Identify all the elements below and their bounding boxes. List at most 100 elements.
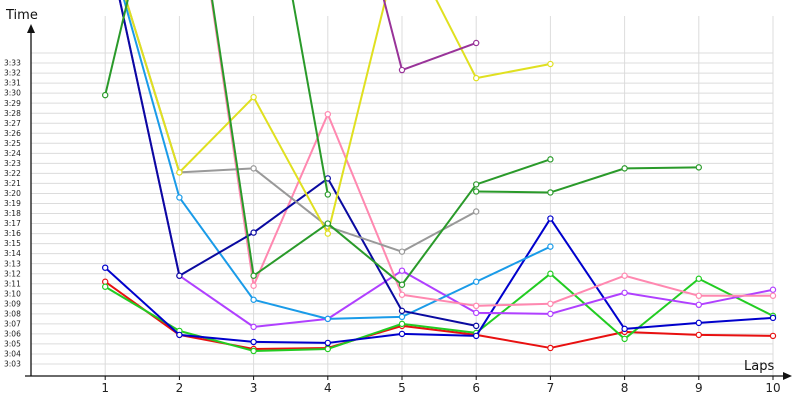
data-point	[398, 248, 406, 255]
y-tick-label: 3:07	[4, 319, 21, 328]
data-point	[324, 220, 331, 227]
y-tick-label: 3:33	[4, 59, 21, 68]
data-point	[398, 267, 406, 274]
y-tick-label: 3:05	[4, 340, 21, 349]
data-point	[176, 194, 183, 201]
series-11	[291, 0, 703, 198]
series-10	[101, 0, 554, 288]
data-point	[547, 215, 554, 222]
data-point	[473, 309, 480, 317]
data-point	[769, 292, 777, 299]
x-tick-label: 4	[324, 381, 332, 395]
data-point	[250, 229, 257, 236]
x-axis-arrow	[783, 372, 792, 380]
data-point	[695, 164, 703, 171]
data-point	[547, 156, 554, 163]
data-point	[101, 283, 109, 290]
data-point	[547, 310, 554, 318]
y-tick-label: 3:13	[4, 259, 21, 268]
data-point	[250, 296, 257, 303]
data-point	[473, 74, 480, 82]
series-line	[476, 166, 699, 194]
data-point	[250, 338, 257, 346]
series-3	[101, 215, 777, 347]
series-9	[125, 0, 554, 237]
y-tick-label: 3:16	[4, 229, 21, 238]
x-tick-label: 1	[101, 381, 109, 395]
data-point	[473, 302, 480, 310]
data-point	[695, 331, 703, 339]
data-point	[324, 339, 331, 347]
data-point	[101, 91, 109, 99]
y-tick-label: 3:11	[4, 279, 21, 288]
data-point	[176, 272, 183, 279]
data-point	[621, 165, 628, 172]
series-line	[104, 272, 774, 352]
x-axis-title: Laps	[744, 359, 774, 374]
x-tick-label: 9	[695, 381, 703, 395]
data-point	[398, 66, 406, 74]
data-point	[547, 344, 554, 352]
data-point	[621, 335, 628, 343]
data-point	[398, 320, 406, 328]
data-point	[547, 189, 554, 196]
series-12	[382, 0, 480, 74]
y-axis-arrow	[27, 24, 35, 33]
y-tick-label: 3:29	[4, 99, 21, 108]
data-point	[769, 286, 777, 293]
x-tick-labels: 1 2 3 4 5 6 7 8 9 10	[101, 376, 781, 395]
y-tick-label: 3:10	[4, 289, 21, 298]
axes: Time Laps	[5, 8, 792, 380]
series-line	[291, 0, 329, 195]
y-tick-label: 3:32	[4, 69, 21, 78]
y-tick-label: 3:24	[4, 149, 21, 158]
data-point	[398, 330, 406, 338]
series-line	[104, 217, 774, 344]
data-point	[398, 313, 406, 321]
y-tick-labels: 3:033:043:053:06 3:073:083:093:103:113:12…	[4, 59, 21, 369]
data-point	[695, 319, 703, 327]
x-tick-label: 10	[765, 381, 780, 395]
data-point	[324, 110, 331, 118]
data-point	[547, 300, 554, 308]
data-point	[250, 282, 257, 289]
data-point	[621, 325, 628, 333]
series-layer	[101, 0, 777, 355]
data-point	[250, 165, 257, 172]
data-point	[473, 188, 480, 195]
y-tick-label: 3:17	[4, 219, 21, 228]
data-point	[250, 347, 257, 355]
data-point	[547, 270, 554, 277]
data-point	[695, 292, 703, 299]
y-tick-label: 3:27	[4, 119, 21, 128]
y-tick-label: 3:04	[4, 350, 21, 359]
y-axis-title: Time	[5, 8, 38, 23]
y-tick-label: 3:09	[4, 299, 21, 308]
y-tick-label: 3:23	[4, 159, 21, 168]
series-5	[123, 0, 554, 323]
y-tick-label: 3:15	[4, 239, 21, 248]
data-point	[250, 272, 257, 279]
data-point	[621, 289, 628, 296]
data-point	[473, 181, 480, 188]
y-tick-label: 3:20	[4, 189, 21, 198]
data-point	[176, 169, 183, 176]
data-point	[250, 93, 257, 101]
data-point	[473, 278, 480, 285]
series-6	[210, 0, 777, 310]
series-line	[118, 0, 477, 327]
data-point	[547, 60, 554, 68]
y-tick-label: 3:28	[4, 109, 21, 118]
x-tick-label: 2	[176, 381, 184, 395]
data-point	[324, 315, 331, 323]
data-point	[176, 331, 183, 339]
series-4	[118, 0, 777, 331]
x-tick-label: 8	[621, 381, 629, 395]
data-point	[324, 230, 331, 237]
data-point	[695, 301, 703, 309]
x-tick-label: 3	[250, 381, 258, 395]
y-tick-label: 3:21	[4, 179, 21, 188]
data-point	[621, 272, 628, 279]
y-tick-label: 3:19	[4, 199, 21, 208]
